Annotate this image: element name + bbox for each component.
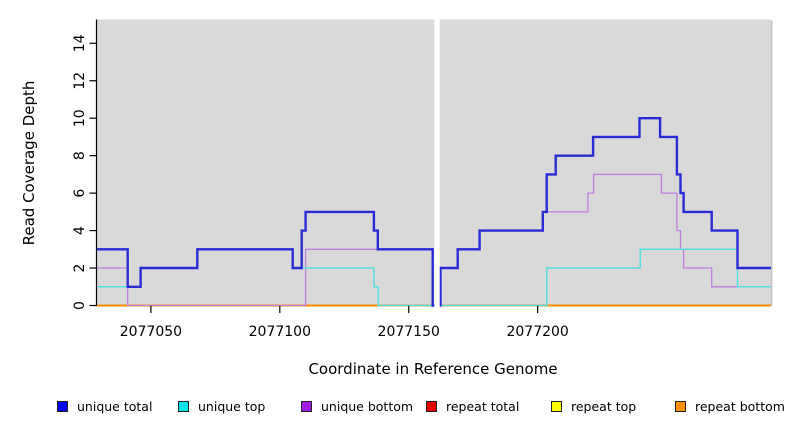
y-axis-ticks: 0 2 4 6 8 10 12 14: [72, 34, 97, 310]
unique-total-swatch-icon: [57, 400, 68, 412]
legend-label: repeat total: [446, 398, 520, 414]
legend-label: unique bottom: [321, 398, 414, 414]
x-tick-label: 2077050: [120, 324, 182, 340]
y-tick-label: 6: [72, 189, 88, 198]
y-tick-label: 12: [72, 72, 88, 90]
repeat-total-swatch-icon: [426, 400, 437, 412]
series-layer: [96, 117, 771, 307]
unique-bottom-swatch-icon: [301, 400, 312, 412]
legend-item-repeat-bottom: repeat bottom: [675, 396, 785, 416]
unique-top-swatch-icon: [178, 400, 189, 412]
legend-item-unique-bottom: unique bottom: [301, 396, 413, 416]
x-axis-title: Coordinate in Reference Genome: [308, 360, 557, 378]
x-axis-ticks: 2077050 2077100 2077150 2077200: [120, 305, 569, 340]
x-tick-label: 2077150: [378, 324, 440, 340]
y-tick-label: 2: [72, 264, 88, 273]
legend-label: repeat bottom: [695, 398, 785, 414]
legend-item-repeat-total: repeat total: [426, 396, 519, 416]
y-tick-label: 0: [72, 301, 88, 310]
legend-label: unique total: [77, 398, 153, 414]
coverage-plot: 0 2 4 6 8 10 12 14 2077050 2077100 2077150 2077200…: [20, 19, 773, 378]
y-tick-label: 4: [72, 226, 88, 235]
legend-label: repeat top: [571, 398, 637, 414]
legend-item-unique-total: unique total: [57, 396, 152, 416]
legend-item-repeat-top: repeat top: [551, 396, 636, 416]
y-tick-label: 8: [72, 151, 88, 160]
y-axis-title: Read Coverage Depth: [20, 81, 38, 246]
series-unique-total: [96, 117, 771, 307]
x-tick-label: 2077100: [249, 324, 311, 340]
legend-item-unique-top: unique top: [178, 396, 265, 416]
repeat-top-swatch-icon: [551, 400, 562, 412]
y-tick-label: 10: [72, 109, 88, 127]
alignment-gap-band: [434, 19, 440, 308]
repeat-bottom-swatch-icon: [675, 400, 686, 412]
legend: unique total unique top unique bottom re…: [0, 396, 792, 420]
x-tick-label: 2077200: [506, 324, 568, 340]
legend-label: unique top: [198, 398, 266, 414]
y-tick-label: 14: [72, 34, 88, 52]
